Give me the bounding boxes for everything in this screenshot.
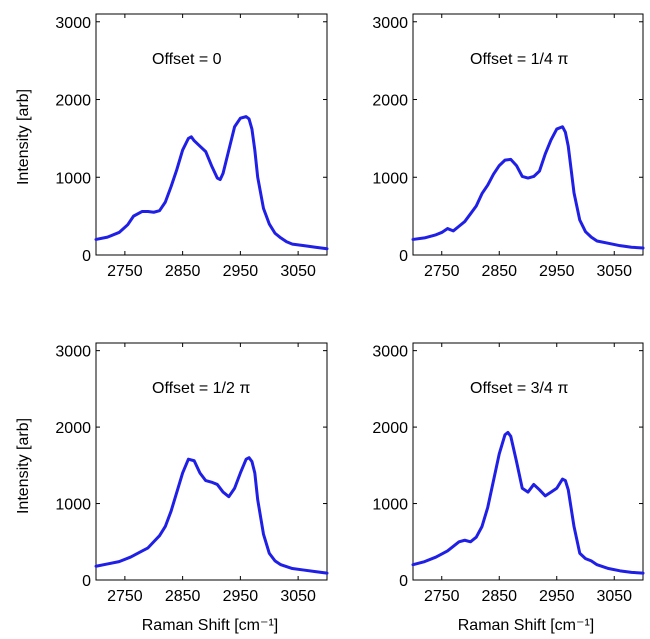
y-tick-label: 2000: [55, 420, 91, 437]
y-tick-label: 1000: [372, 497, 408, 514]
x-axis-label: Raman Shift [cm⁻¹]: [142, 617, 278, 634]
y-tick-label: 2000: [372, 420, 408, 437]
x-tick-label: 3050: [280, 588, 316, 605]
series-line: [411, 125, 645, 250]
y-tick-label: 0: [399, 248, 408, 265]
x-tick-label: 2750: [424, 263, 460, 280]
series-line: [94, 456, 329, 575]
y-tick-label: 0: [82, 573, 91, 590]
x-tick-label: 2850: [481, 263, 517, 280]
series-line: [411, 430, 645, 575]
x-tick-label: 2850: [165, 263, 201, 280]
subplot-annotation: Offset = 1/4 π: [470, 51, 568, 68]
subplot-offset-three-quarter-pi: Offset = 3/4 π Raman Shift [cm⁻¹] 2750 28…: [372, 342, 645, 634]
y-axis-label: Intensity [arb]: [15, 89, 32, 185]
series-line: [94, 115, 329, 251]
subplot-annotation: Offset = 1/2 π: [152, 380, 250, 397]
y-tick-label: 2000: [55, 93, 91, 110]
y-tick-label: 3000: [372, 344, 408, 361]
x-tick-label: 2950: [539, 263, 575, 280]
x-tick-label: 2950: [539, 588, 575, 605]
x-axis-label: Raman Shift [cm⁻¹]: [458, 617, 594, 634]
x-tick-label: 2950: [223, 263, 259, 280]
x-tick-label: 2850: [165, 588, 201, 605]
x-tick-label: 3050: [280, 263, 316, 280]
y-tick-label: 0: [399, 573, 408, 590]
y-tick-label: 1000: [55, 170, 91, 187]
x-tick-label: 3050: [596, 588, 632, 605]
y-tick-label: 1000: [372, 170, 408, 187]
x-tick-label: 2750: [107, 263, 143, 280]
x-tick-label: 2750: [107, 588, 143, 605]
y-axis-label: Intensity [arb]: [15, 418, 32, 514]
x-tick-label: 2950: [223, 588, 259, 605]
y-tick-label: 1000: [55, 497, 91, 514]
x-tick-label: 2750: [424, 588, 460, 605]
y-tick-label: 3000: [55, 15, 91, 32]
subplot-offset-0: Offset = 0 Intensity [arb] 2750 2850 2950 3…: [15, 13, 329, 280]
plot-frame: [95, 13, 328, 256]
plot-frame: [412, 342, 644, 581]
y-tick-label: 0: [82, 248, 91, 265]
subplot-annotation: Offset = 3/4 π: [470, 380, 568, 397]
subplot-offset-half-pi: Offset = 1/2 π Intensity [arb] Raman Shi…: [15, 342, 329, 634]
y-tick-label: 2000: [372, 93, 408, 110]
x-tick-label: 2850: [481, 588, 517, 605]
x-tick-label: 3050: [596, 263, 632, 280]
subplot-offset-quarter-pi: Offset = 1/4 π 2750 2850 2950 3050 0 1000 2000…: [372, 13, 645, 280]
plot-frame: [412, 13, 644, 256]
y-tick-label: 3000: [372, 15, 408, 32]
subplot-annotation: Offset = 0: [152, 51, 222, 68]
plot-frame: [95, 342, 328, 581]
y-tick-label: 3000: [55, 344, 91, 361]
